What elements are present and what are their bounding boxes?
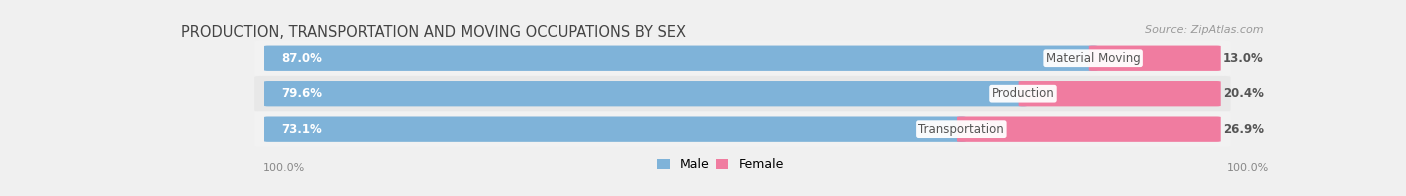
FancyBboxPatch shape xyxy=(1088,45,1220,71)
Text: 100.0%: 100.0% xyxy=(1226,163,1268,173)
Text: 87.0%: 87.0% xyxy=(281,52,322,65)
Text: 79.6%: 79.6% xyxy=(281,87,322,100)
Text: 13.0%: 13.0% xyxy=(1223,52,1264,65)
Text: Production: Production xyxy=(991,87,1054,100)
FancyBboxPatch shape xyxy=(1018,81,1220,106)
Text: PRODUCTION, TRANSPORTATION AND MOVING OCCUPATIONS BY SEX: PRODUCTION, TRANSPORTATION AND MOVING OC… xyxy=(181,25,686,40)
FancyBboxPatch shape xyxy=(264,81,1028,106)
FancyBboxPatch shape xyxy=(254,40,1230,76)
Text: Material Moving: Material Moving xyxy=(1046,52,1140,65)
Legend: Male, Female: Male, Female xyxy=(658,158,783,171)
FancyBboxPatch shape xyxy=(264,116,966,142)
Text: 100.0%: 100.0% xyxy=(263,163,305,173)
FancyBboxPatch shape xyxy=(264,45,1098,71)
FancyBboxPatch shape xyxy=(254,111,1230,147)
FancyBboxPatch shape xyxy=(254,76,1230,112)
Text: 20.4%: 20.4% xyxy=(1223,87,1264,100)
Text: Transportation: Transportation xyxy=(918,123,1004,136)
Text: 26.9%: 26.9% xyxy=(1223,123,1264,136)
Text: 73.1%: 73.1% xyxy=(281,123,322,136)
FancyBboxPatch shape xyxy=(957,116,1220,142)
Text: Source: ZipAtlas.com: Source: ZipAtlas.com xyxy=(1144,25,1263,35)
